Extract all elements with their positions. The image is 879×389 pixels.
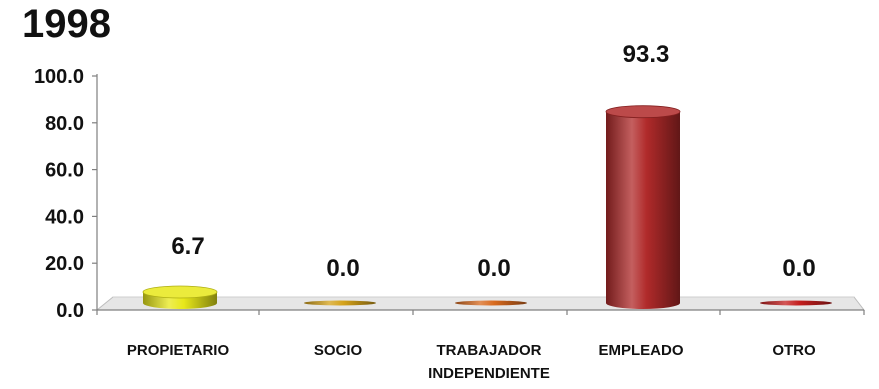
y-tick-label: 0.0 (56, 300, 84, 322)
data-label: 0.0 (782, 255, 815, 282)
bar (760, 300, 832, 306)
x-tick-label: TRABAJADOR (437, 342, 542, 359)
data-label: 93.3 (623, 41, 670, 68)
x-tick-label: SOCIO (314, 342, 363, 359)
bar (142, 285, 218, 309)
x-tick-label: EMPLEADO (598, 342, 683, 359)
chart-title: 1998 (22, 2, 111, 46)
x-tick-label: OTRO (772, 342, 816, 359)
data-label: 0.0 (326, 255, 359, 282)
bar (304, 300, 376, 306)
y-tick-label: 20.0 (45, 253, 84, 275)
data-label: 0.0 (477, 255, 510, 282)
y-tick-label: 100.0 (34, 66, 84, 88)
bar (605, 105, 681, 309)
y-tick-label: 80.0 (45, 113, 84, 135)
y-tick-label: 60.0 (45, 160, 84, 182)
x-tick-label: INDEPENDIENTE (428, 365, 550, 382)
x-tick-label: PROPIETARIO (127, 342, 230, 359)
data-label: 6.7 (171, 233, 204, 260)
bar (455, 300, 527, 306)
y-tick-label: 40.0 (45, 206, 84, 228)
